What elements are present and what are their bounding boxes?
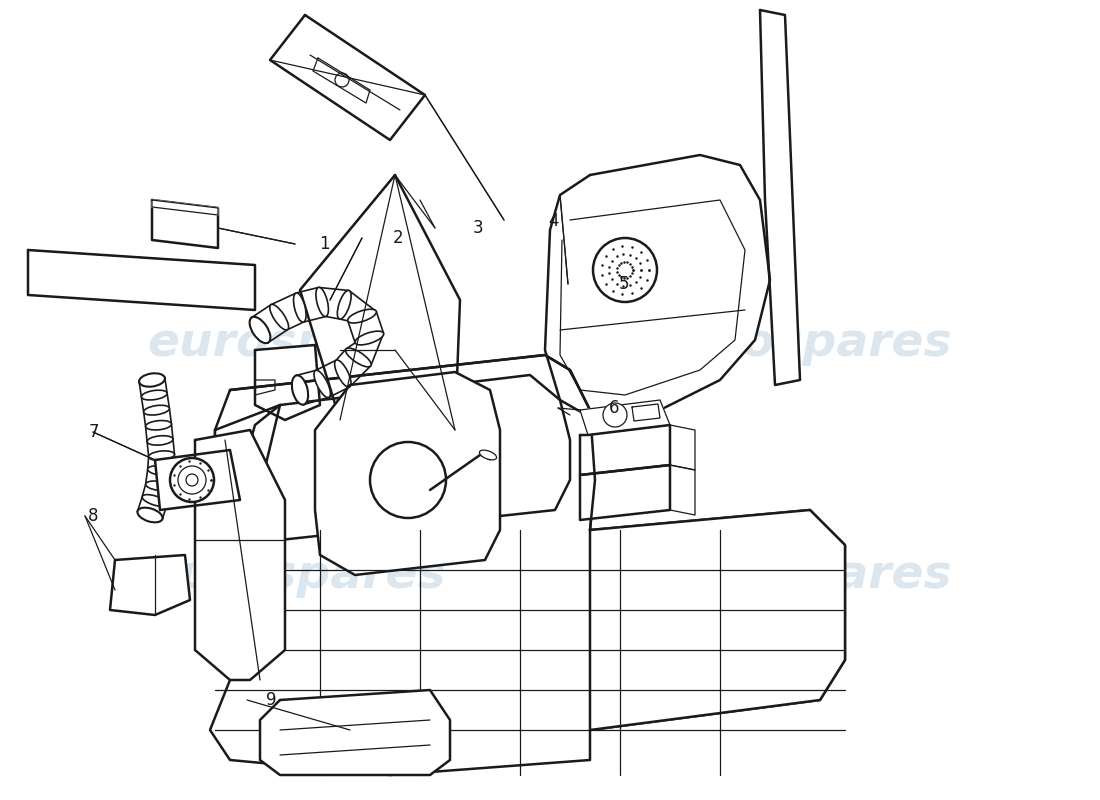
Ellipse shape xyxy=(147,436,173,445)
Polygon shape xyxy=(314,58,370,103)
Ellipse shape xyxy=(251,317,270,343)
Text: 8: 8 xyxy=(88,507,99,525)
Polygon shape xyxy=(270,15,425,140)
Polygon shape xyxy=(155,450,240,510)
Ellipse shape xyxy=(294,375,306,405)
Polygon shape xyxy=(590,510,845,730)
Ellipse shape xyxy=(139,375,165,385)
Text: 6: 6 xyxy=(608,399,619,417)
Ellipse shape xyxy=(480,450,496,460)
Text: eurospares: eurospares xyxy=(653,322,953,366)
Ellipse shape xyxy=(334,360,351,387)
Polygon shape xyxy=(670,425,695,470)
Text: eurospares: eurospares xyxy=(147,322,447,366)
Ellipse shape xyxy=(314,370,330,398)
Polygon shape xyxy=(580,400,670,435)
Text: 5: 5 xyxy=(618,275,629,293)
Polygon shape xyxy=(580,425,670,475)
Ellipse shape xyxy=(142,390,167,400)
Ellipse shape xyxy=(138,508,163,522)
Polygon shape xyxy=(670,465,695,515)
Ellipse shape xyxy=(316,287,329,317)
Text: 9: 9 xyxy=(266,691,277,709)
Ellipse shape xyxy=(292,375,308,405)
Text: eurospares: eurospares xyxy=(653,554,953,598)
Ellipse shape xyxy=(148,451,175,460)
Polygon shape xyxy=(760,10,800,385)
Circle shape xyxy=(593,238,657,302)
Ellipse shape xyxy=(345,348,371,367)
Ellipse shape xyxy=(139,374,165,386)
Ellipse shape xyxy=(145,421,172,430)
Circle shape xyxy=(370,442,446,518)
Polygon shape xyxy=(632,404,660,421)
Polygon shape xyxy=(210,355,845,775)
Ellipse shape xyxy=(142,494,167,506)
Polygon shape xyxy=(580,465,670,520)
Ellipse shape xyxy=(250,317,271,343)
Ellipse shape xyxy=(294,293,306,322)
Polygon shape xyxy=(110,555,190,615)
Polygon shape xyxy=(195,430,285,680)
Ellipse shape xyxy=(138,509,163,521)
Polygon shape xyxy=(315,372,500,575)
Polygon shape xyxy=(260,690,450,775)
Polygon shape xyxy=(255,345,320,420)
Circle shape xyxy=(170,458,214,502)
Polygon shape xyxy=(245,375,570,540)
Ellipse shape xyxy=(147,466,174,475)
Polygon shape xyxy=(214,405,280,530)
Polygon shape xyxy=(152,200,218,248)
Text: 7: 7 xyxy=(88,423,99,441)
Text: 3: 3 xyxy=(473,219,484,237)
Polygon shape xyxy=(544,155,770,420)
Circle shape xyxy=(603,403,627,427)
Text: 4: 4 xyxy=(548,212,559,230)
Ellipse shape xyxy=(355,331,384,345)
Polygon shape xyxy=(300,175,460,480)
Text: eurospares: eurospares xyxy=(147,554,447,598)
Text: 1: 1 xyxy=(319,235,330,253)
Ellipse shape xyxy=(270,304,288,330)
Ellipse shape xyxy=(338,290,351,319)
Text: 2: 2 xyxy=(393,230,404,247)
Ellipse shape xyxy=(348,310,376,323)
Polygon shape xyxy=(152,200,218,215)
Ellipse shape xyxy=(144,406,169,415)
Polygon shape xyxy=(28,250,255,310)
Ellipse shape xyxy=(145,481,172,490)
